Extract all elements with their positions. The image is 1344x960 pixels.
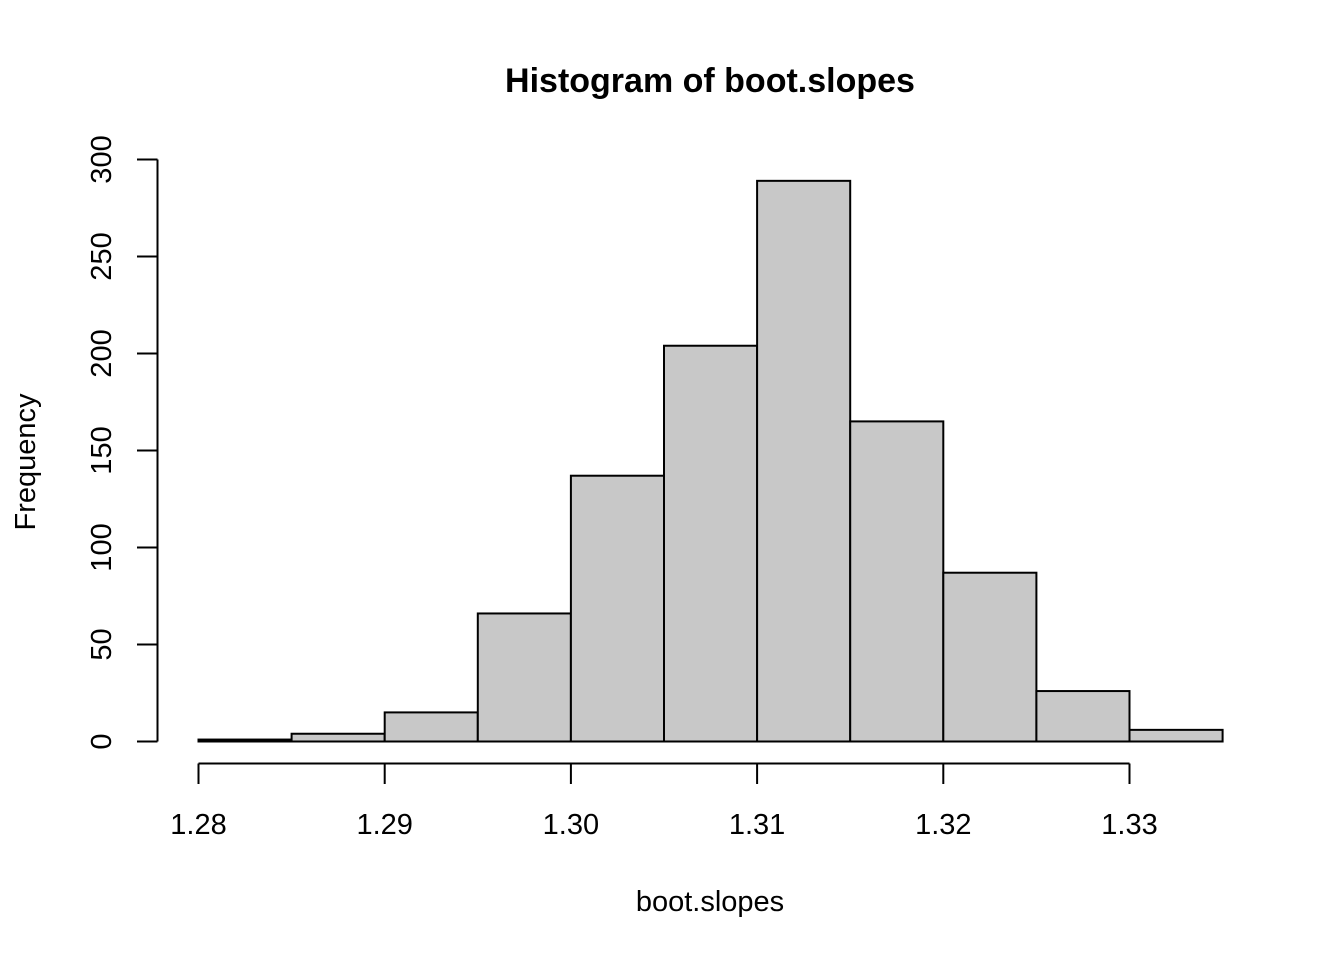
histogram-bar-4 bbox=[569, 474, 666, 743]
y-tick-label: 50 bbox=[86, 628, 118, 660]
histogram-bar-7 bbox=[849, 420, 945, 743]
x-tick-label: 1.30 bbox=[543, 809, 599, 841]
y-tick-label: 150 bbox=[86, 426, 118, 474]
x-tick-label: 1.28 bbox=[170, 809, 226, 841]
y-tick-label: 250 bbox=[86, 232, 118, 280]
y-tick-label: 300 bbox=[86, 135, 118, 183]
y-tick-label: 100 bbox=[86, 523, 118, 571]
y-tick-label: 0 bbox=[86, 733, 118, 749]
histogram-bar-3 bbox=[476, 612, 572, 743]
x-tick-label: 1.33 bbox=[1101, 809, 1157, 841]
histogram-bar-9 bbox=[1035, 690, 1131, 743]
x-tick-label: 1.29 bbox=[356, 809, 412, 841]
y-tick-label: 200 bbox=[86, 329, 118, 377]
histogram-bar-8 bbox=[942, 571, 1038, 743]
histogram-bars bbox=[197, 179, 1224, 743]
x-axis-label: boot.slopes bbox=[636, 886, 784, 918]
histogram-bar-6 bbox=[756, 179, 852, 743]
x-tick-label: 1.31 bbox=[729, 809, 785, 841]
histogram-bar-10 bbox=[1128, 728, 1224, 743]
x-tick-label: 1.32 bbox=[915, 809, 971, 841]
y-axis-label: Frequency bbox=[10, 393, 42, 531]
histogram-bar-2 bbox=[383, 711, 479, 743]
histogram-bar-1 bbox=[290, 732, 386, 743]
histogram-bar-0 bbox=[197, 738, 293, 743]
histogram-bar-5 bbox=[663, 344, 759, 743]
chart-title: Histogram of boot.slopes bbox=[505, 62, 915, 100]
x-axis: 1.28 1.29 1.30 1.31 1.32 1.33 bbox=[170, 762, 1158, 841]
y-axis: 0 50 100 150 200 250 300 bbox=[86, 135, 159, 750]
